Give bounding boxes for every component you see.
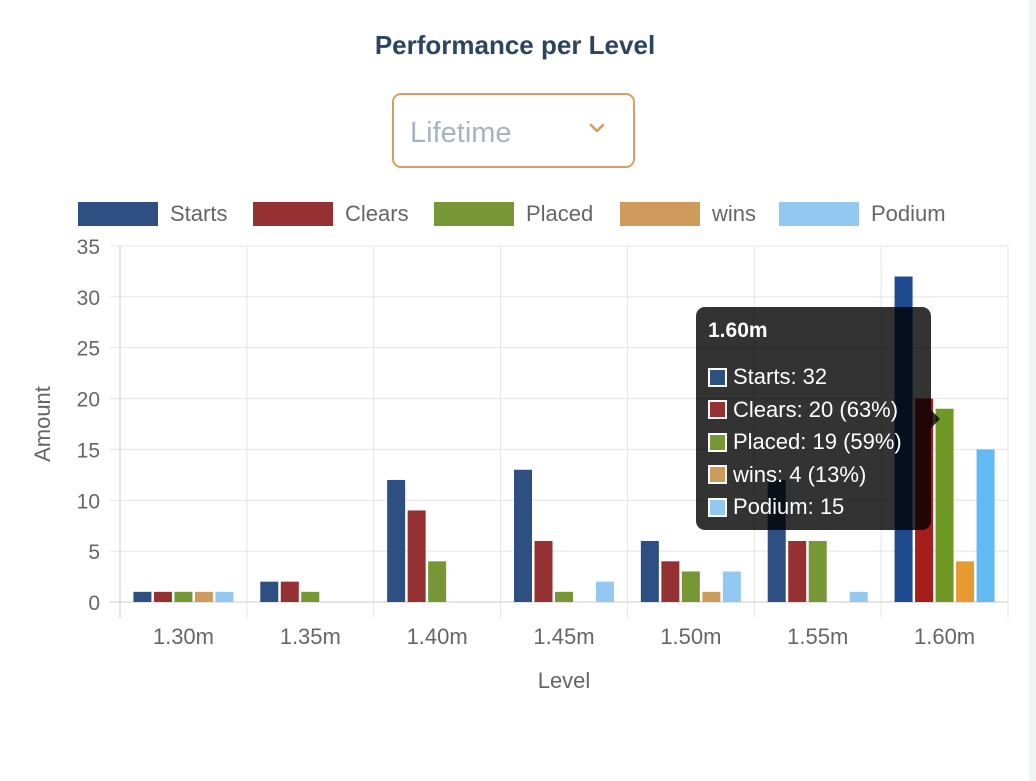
y-axis-label: Amount — [30, 386, 55, 462]
tooltip-row-text: wins: 4 (13%) — [733, 461, 867, 487]
bar-starts-1.50m[interactable] — [640, 540, 659, 602]
bar-wins-1.60m[interactable] — [956, 561, 975, 602]
bar-wins-1.30m[interactable] — [194, 591, 213, 602]
tooltip-swatch — [708, 465, 727, 485]
y-tick-label: 15 — [77, 439, 100, 462]
tooltip-row-text: Placed: 19 (59%) — [733, 429, 902, 455]
bar-starts-1.45m[interactable] — [514, 469, 532, 602]
legend-swatch — [253, 202, 333, 226]
y-tick-label: 20 — [77, 389, 100, 412]
legend-item-placed[interactable]: Placed — [434, 201, 593, 226]
chart-tooltip: 1.60m Starts: 32 Clears: 20 (63%) Placed: … — [696, 307, 940, 530]
x-tick-label: 1.45m — [533, 624, 594, 649]
tooltip-swatch — [708, 367, 727, 387]
y-axis-ticks: 0 5 10 15 20 25 30 35 — [77, 236, 100, 615]
x-axis-ticks: 1.30m 1.35m 1.40m 1.45m 1.50m 1.55m 1.60m — [153, 624, 975, 649]
bar-podium-1.30m[interactable] — [215, 591, 234, 602]
tooltip-row: Starts: 32 — [708, 361, 931, 394]
bar-podium-1.60m[interactable] — [976, 449, 995, 602]
period-select[interactable]: Lifetime — [392, 93, 635, 168]
legend-label: Starts — [170, 201, 227, 226]
legend-swatch — [779, 202, 859, 226]
legend-label: Podium — [871, 201, 946, 226]
legend-item-starts[interactable]: Starts — [78, 201, 227, 226]
bar-starts-1.35m[interactable] — [260, 581, 279, 602]
tooltip-row: Podium: 15 — [708, 491, 931, 524]
page-title: Performance per Level — [374, 30, 656, 60]
bar-placed-1.60m[interactable] — [935, 408, 954, 602]
tooltip-row-text: Starts: 32 — [733, 364, 828, 390]
y-tick-label: 35 — [77, 236, 100, 259]
x-tick-label: 1.30m — [153, 624, 214, 649]
tooltip-title: 1.60m — [708, 319, 768, 342]
bar-clears-1.35m[interactable] — [280, 581, 299, 602]
bar-placed-1.50m[interactable] — [681, 571, 700, 602]
x-tick-label: 1.55m — [787, 624, 848, 649]
bar-podium-1.50m[interactable] — [722, 571, 741, 602]
y-tick-label: 10 — [77, 490, 100, 513]
legend-label: wins — [711, 201, 756, 226]
legend-item-clears[interactable]: Clears — [253, 201, 409, 226]
tooltip-swatch — [708, 497, 727, 517]
x-tick-label: 1.40m — [407, 624, 468, 649]
bar-starts-1.30m[interactable] — [133, 591, 152, 602]
bar-starts-1.40m[interactable] — [387, 479, 406, 602]
bar-clears-1.55m[interactable] — [788, 540, 807, 602]
tooltip-swatch — [708, 400, 727, 420]
bar-clears-1.40m[interactable] — [407, 510, 426, 602]
bar-placed-1.30m[interactable] — [174, 591, 193, 602]
tooltip-row: Placed: 19 (59%) — [708, 426, 931, 459]
tooltip-row: wins: 4 (13%) — [708, 459, 931, 492]
y-tick-label: 0 — [88, 592, 100, 615]
x-tick-label: 1.60m — [914, 624, 975, 649]
period-select-value: Lifetime — [410, 117, 512, 149]
legend-item-podium[interactable]: Podium — [779, 201, 946, 226]
x-axis-label: Level — [538, 668, 591, 693]
bar-wins-1.50m[interactable] — [702, 591, 721, 602]
legend-item-wins[interactable]: wins — [620, 201, 756, 226]
bar-clears-1.50m[interactable] — [661, 561, 680, 602]
tooltip-row-text: Podium: 15 — [733, 494, 845, 520]
x-tick-label: 1.35m — [280, 624, 341, 649]
chart-legend: Starts Clears Placed wins Podium — [78, 201, 946, 226]
bar-podium-1.45m[interactable] — [596, 581, 614, 602]
tooltip-row: Clears: 20 (63%) — [708, 394, 931, 427]
legend-swatch — [78, 202, 158, 226]
bar-placed-1.45m[interactable] — [555, 591, 573, 602]
bar-podium-1.55m[interactable] — [849, 591, 868, 602]
bar-clears-1.30m[interactable] — [153, 591, 172, 602]
legend-swatch — [620, 202, 700, 226]
x-tick-label: 1.50m — [660, 624, 721, 649]
bar-placed-1.55m[interactable] — [808, 540, 827, 602]
page-edge — [1029, 0, 1036, 781]
y-tick-label: 25 — [77, 338, 100, 361]
legend-label: Placed — [526, 201, 593, 226]
y-tick-label: 30 — [77, 287, 100, 310]
bar-placed-1.35m[interactable] — [301, 591, 320, 602]
legend-swatch — [434, 202, 514, 226]
legend-label: Clears — [345, 201, 409, 226]
y-tick-label: 5 — [88, 541, 100, 564]
tooltip-swatch — [708, 432, 727, 452]
bar-placed-1.40m[interactable] — [428, 561, 447, 602]
chevron-down-icon — [589, 123, 605, 133]
tooltip-caret — [931, 410, 940, 428]
tooltip-row-text: Clears: 20 (63%) — [733, 396, 899, 422]
bar-clears-1.45m[interactable] — [534, 540, 553, 602]
